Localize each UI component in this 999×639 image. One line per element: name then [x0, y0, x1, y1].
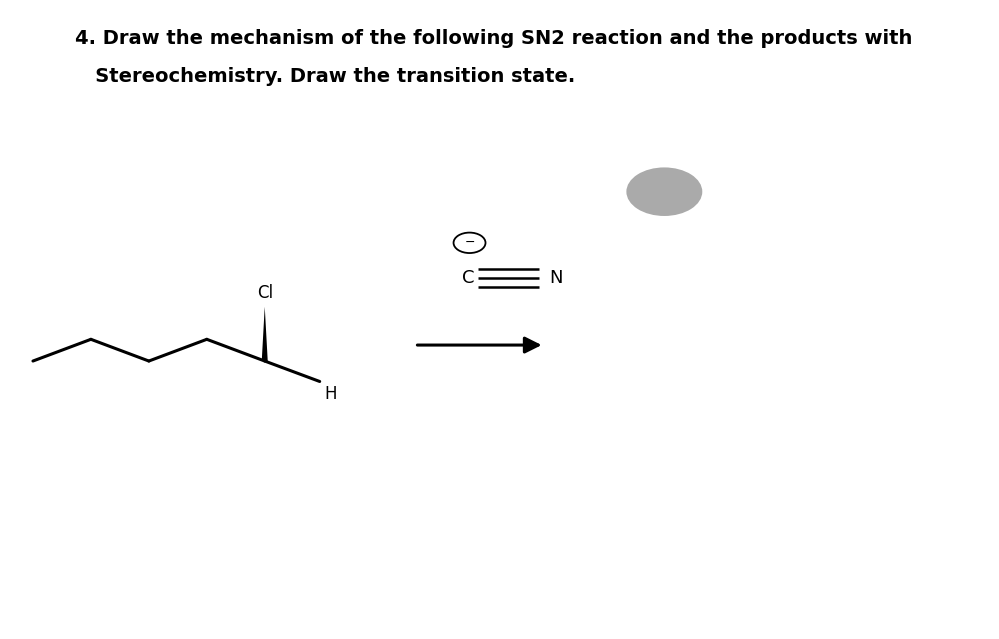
Text: H: H: [325, 385, 338, 403]
Ellipse shape: [626, 167, 702, 216]
Text: C: C: [462, 269, 475, 287]
Text: N: N: [549, 269, 563, 287]
Polygon shape: [262, 307, 268, 361]
Text: 4. Draw the mechanism of the following SN2 reaction and the products with: 4. Draw the mechanism of the following S…: [75, 29, 912, 48]
Text: −: −: [465, 236, 475, 249]
Text: Stereochemistry. Draw the transition state.: Stereochemistry. Draw the transition sta…: [75, 67, 575, 86]
Text: Cl: Cl: [257, 284, 273, 302]
